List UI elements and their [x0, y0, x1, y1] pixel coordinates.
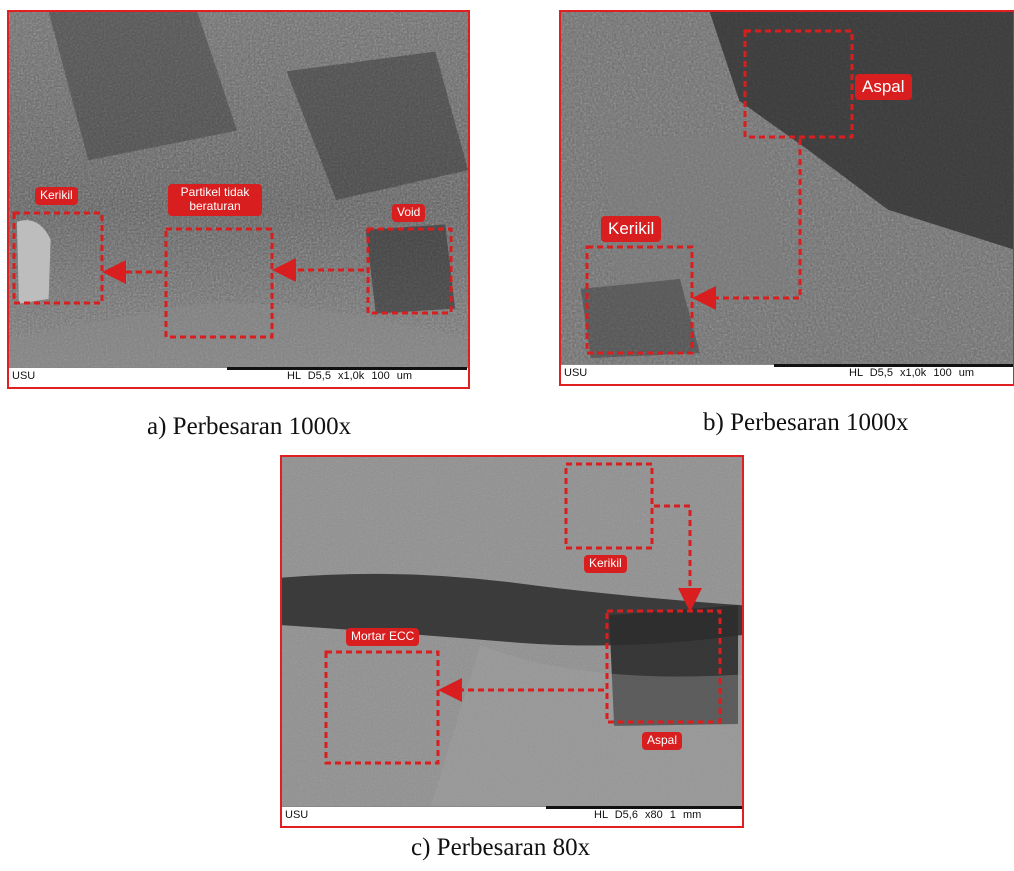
- label-mortar-c: Mortar ECC: [346, 628, 420, 646]
- micrograph-metadata-b: HL D5,5 x1,0k 100 um: [849, 367, 975, 379]
- sem-image-b: USU HL D5,5 x1,0k 100 um: [559, 10, 1014, 386]
- scale-bar-a: [227, 367, 467, 370]
- sem-micrograph-b: [561, 12, 1013, 365]
- info-bar-b: USU HL D5,5 x1,0k 100 um: [561, 364, 1013, 384]
- micrograph-metadata-c: HL D5,6 x80 1 mm: [594, 809, 702, 821]
- label-kerikil-c: Kerikil: [584, 555, 627, 573]
- caption-c: c) Perbesaran 80x: [411, 834, 591, 861]
- label-kerikil-a: Kerikil: [35, 187, 78, 205]
- label-aspal-c: Aspal: [642, 732, 683, 750]
- scale-bar-b: [774, 364, 1013, 367]
- label-partikel-a: Partikel tidak beraturan: [168, 184, 262, 216]
- instrument-label-a: USU: [12, 370, 36, 382]
- info-bar-c: USU HL D5,6 x80 1 mm: [282, 806, 742, 826]
- info-bar-a: USU HL D5,5 x1,0k 100 um: [9, 367, 468, 387]
- scale-bar-c: [546, 806, 742, 809]
- label-aspal-b: Aspal: [855, 74, 912, 100]
- label-kerikil-b: Kerikil: [601, 216, 662, 242]
- instrument-label-c: USU: [285, 809, 309, 821]
- micrograph-metadata-a: HL D5,5 x1,0k 100 um: [287, 370, 413, 382]
- label-void-a: Void: [392, 204, 426, 222]
- caption-b: b) Perbesaran 1000x: [703, 409, 909, 436]
- caption-a: a) Perbesaran 1000x: [147, 413, 352, 440]
- instrument-label-b: USU: [564, 367, 588, 379]
